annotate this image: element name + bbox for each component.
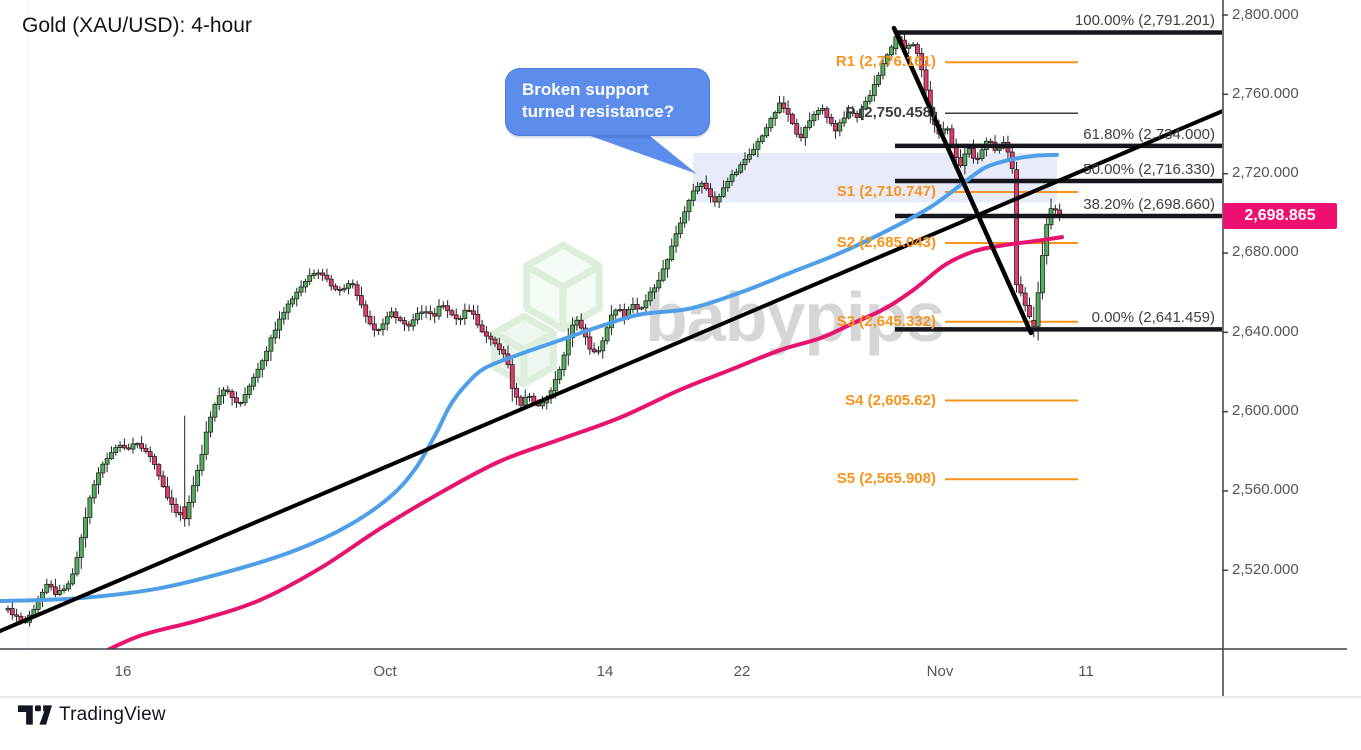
fast-ma-line (0, 152, 1059, 604)
tradingview-logo[interactable]: TradingView (18, 704, 166, 726)
fib-label-38.20: 38.20% (2,698.660) (1083, 195, 1215, 213)
pivot-label-s3: S3 (2,645.332) (836, 312, 936, 330)
callout-text-line1: Broken support (522, 80, 649, 99)
candlesticks (5, 30, 1063, 627)
broken-support-zone (693, 152, 1057, 203)
pivot-label-r1: R1 (2,776.161) (835, 53, 936, 71)
callout-bubble: Broken support turned resistance? (505, 68, 710, 136)
callout-text-line2: turned resistance? (522, 102, 675, 122)
price-axis-label-2600: 2,600.000 (1232, 402, 1299, 420)
price-axis-label-2760: 2,760.000 (1232, 84, 1299, 102)
falling-resistance-trendline (891, 25, 1034, 336)
tradingview-icon (18, 705, 52, 725)
fib-label-50.00: 50.00% (2,716.330) (1083, 160, 1215, 178)
pivot-label-s2: S2 (2,685.043) (836, 233, 936, 251)
time-axis-label-14: 14 (596, 663, 614, 680)
fib-label-0.00: 0.00% (2,641.459) (1091, 309, 1215, 327)
pivot-label-s1: S1 (2,710.747) (836, 183, 936, 200)
plot-area: babypips (0, 0, 1222, 649)
chart-title: Gold (XAU/USD): 4-hour (22, 14, 252, 37)
fib-label-61.80: 61.80% (2,734.000) (1083, 125, 1215, 143)
last-price-badge: 2,698.865 (1223, 202, 1337, 229)
tradingview-wordmark: TradingView (59, 704, 166, 725)
time-axis-label-oct: Oct (373, 663, 397, 680)
price-axis-label-2520: 2,520.000 (1232, 560, 1299, 578)
price-axis-label-2720: 2,720.000 (1232, 164, 1299, 182)
price-axis-label-2800: 2,800.000 (1232, 5, 1299, 23)
callout-tail (585, 134, 697, 174)
price-axis-label-2560: 2,560.000 (1232, 481, 1299, 499)
price-axis-label-2680: 2,680.000 (1232, 243, 1299, 261)
time-axis-label-11: 11 (1078, 663, 1094, 680)
time-axis-label-nov: Nov (926, 663, 954, 680)
pivot-label-s5: S5 (2,565.908) (836, 470, 936, 488)
time-axis-label-22: 22 (733, 663, 751, 680)
pivot-label-s4: S4 (2,605.62) (845, 391, 936, 409)
price-axis-label-2640: 2,640.000 (1232, 322, 1299, 340)
slow-ma-line (104, 235, 1064, 649)
time-axis-label-16: 16 (114, 663, 132, 680)
pivot-label-p: P (2,750.458) (845, 104, 936, 122)
fib-label-100.00: 100.00% (2,791.201) (1074, 12, 1215, 30)
rising-support-trendline (0, 109, 1222, 634)
